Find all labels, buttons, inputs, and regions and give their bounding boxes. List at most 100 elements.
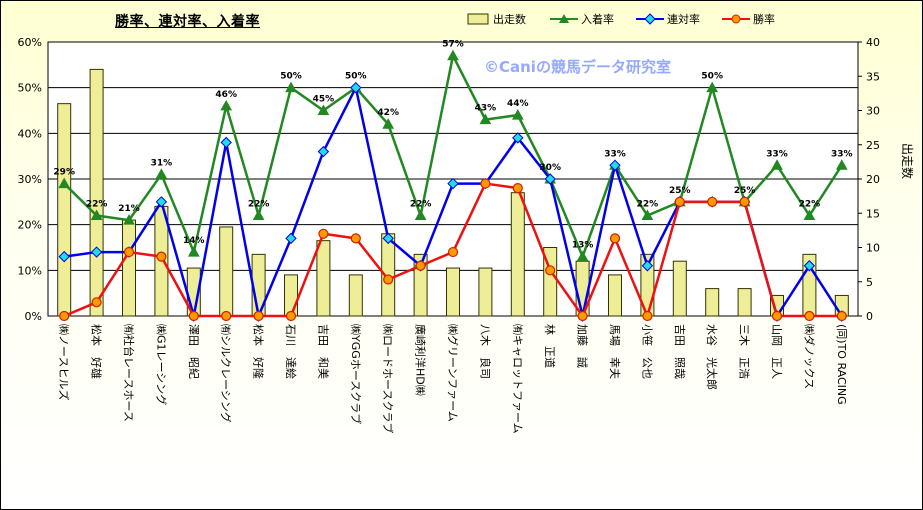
data-label-place: 21% <box>118 204 140 214</box>
x-tick-label: 八木 良司 <box>478 324 492 379</box>
point-place <box>803 209 816 221</box>
y-right-tick-label: 10 <box>866 242 880 255</box>
point-win <box>350 233 361 244</box>
point-place <box>511 109 524 120</box>
point-place <box>187 246 200 257</box>
data-label-place: 44% <box>507 99 529 109</box>
point-quinella <box>382 232 394 245</box>
x-tick-label: 松本 好雄 <box>90 324 104 379</box>
legend-swatch-win <box>722 14 750 24</box>
bar-starts <box>510 192 525 317</box>
point-quinella <box>90 246 103 258</box>
x-tick-label: 吉田 和美 <box>316 324 329 379</box>
point-place <box>479 113 492 125</box>
y-left-tick-label: 30% <box>18 173 42 186</box>
y-right-tick-label: 5 <box>866 276 873 289</box>
x-tick-label: 澤田 昭紀 <box>187 324 200 379</box>
bar-starts <box>284 274 298 317</box>
data-label-place: 50% <box>701 72 723 82</box>
point-place <box>382 118 395 129</box>
point-win <box>156 251 167 262</box>
bar-starts <box>219 226 234 317</box>
x-tick-label: ㈲シルクレーシング <box>219 324 233 423</box>
y-right-tick-label: 20 <box>866 173 880 186</box>
legend-swatch-place <box>550 14 578 23</box>
point-win <box>512 183 523 194</box>
bar-starts <box>737 288 752 317</box>
chart-title: 勝率、連対率、入着率 <box>115 14 260 30</box>
bar-starts <box>705 288 720 317</box>
x-tick-label: 馬場 幸夫 <box>608 324 621 379</box>
y-left-tick-label: 10% <box>18 264 42 277</box>
watermark: ©Caniの競馬データ研究室 <box>484 58 671 76</box>
x-tick-label: 吉田 照哉 <box>673 324 687 379</box>
bar-starts <box>608 274 622 317</box>
point-place <box>414 209 427 221</box>
x-tick-label: 三木 正浩 <box>738 324 751 379</box>
point-win <box>188 310 199 322</box>
point-win <box>253 310 264 322</box>
data-label-place: 22% <box>799 200 821 210</box>
point-place <box>576 250 589 262</box>
y-left-tick-label: 50% <box>18 82 42 95</box>
point-win <box>642 310 653 322</box>
point-quinella <box>285 232 297 245</box>
point-win <box>383 274 394 285</box>
y-right-tick-label: 25 <box>866 139 880 152</box>
data-label-place: 31% <box>151 158 173 168</box>
data-label-place: 46% <box>215 90 237 100</box>
point-win <box>123 246 135 258</box>
data-label-place: 14% <box>183 236 205 246</box>
x-tick-label: 加藤 誠 <box>576 324 589 368</box>
point-win <box>221 310 232 322</box>
data-label-place: 43% <box>475 104 497 114</box>
point-quinella <box>58 250 70 263</box>
point-win <box>771 310 783 322</box>
y-left-tick-label: 0% <box>25 310 42 323</box>
bar-starts <box>348 274 363 317</box>
point-win <box>609 233 621 244</box>
point-win <box>804 310 815 322</box>
bar-starts <box>316 240 331 317</box>
legend-label-quinella: 連対率 <box>667 13 700 26</box>
bar-starts <box>89 68 104 317</box>
x-tick-label: ㈱ロードホースクラブ <box>381 324 395 433</box>
point-place <box>706 81 719 93</box>
data-label-place: 30% <box>539 163 561 173</box>
point-place <box>123 214 135 225</box>
x-tick-label: (同)TO RACING <box>835 324 848 405</box>
y-right-tick-label: 0 <box>866 310 873 323</box>
point-place <box>90 209 103 221</box>
point-win <box>59 310 70 322</box>
point-place <box>285 81 297 93</box>
x-tick-label: ㈱YGGホースクラブ <box>349 324 363 424</box>
bar-starts <box>57 103 72 317</box>
data-label-place: 33% <box>831 149 853 159</box>
bar-starts <box>413 253 428 317</box>
legend-item-quinella: 連対率 <box>636 11 700 27</box>
point-win <box>545 265 556 276</box>
legend-swatch-quinella <box>636 13 664 25</box>
x-tick-label: 石川 達絵 <box>284 324 298 379</box>
data-label-place: 42% <box>377 108 399 118</box>
data-label-place: 22% <box>637 200 659 210</box>
y-right-tick-label: 35 <box>866 70 880 83</box>
point-quinella <box>447 177 459 190</box>
y-right-tick-label: 15 <box>866 207 880 220</box>
y-left-tick-label: 20% <box>18 219 42 232</box>
data-label-place: 22% <box>410 200 432 210</box>
data-label-place: 22% <box>248 200 270 210</box>
y-right-tick-label: 30 <box>866 105 880 118</box>
data-label-place: 22% <box>86 200 108 210</box>
legend-item-place: 入着率 <box>550 11 614 27</box>
data-label-place: 25% <box>669 186 691 196</box>
point-win <box>707 196 718 207</box>
point-win <box>415 260 426 271</box>
point-place <box>58 177 71 189</box>
data-label-place: 25% <box>734 186 756 196</box>
point-quinella <box>544 173 556 185</box>
x-tick-label: ㈲社台レースホース <box>122 324 136 422</box>
point-win <box>836 310 847 322</box>
